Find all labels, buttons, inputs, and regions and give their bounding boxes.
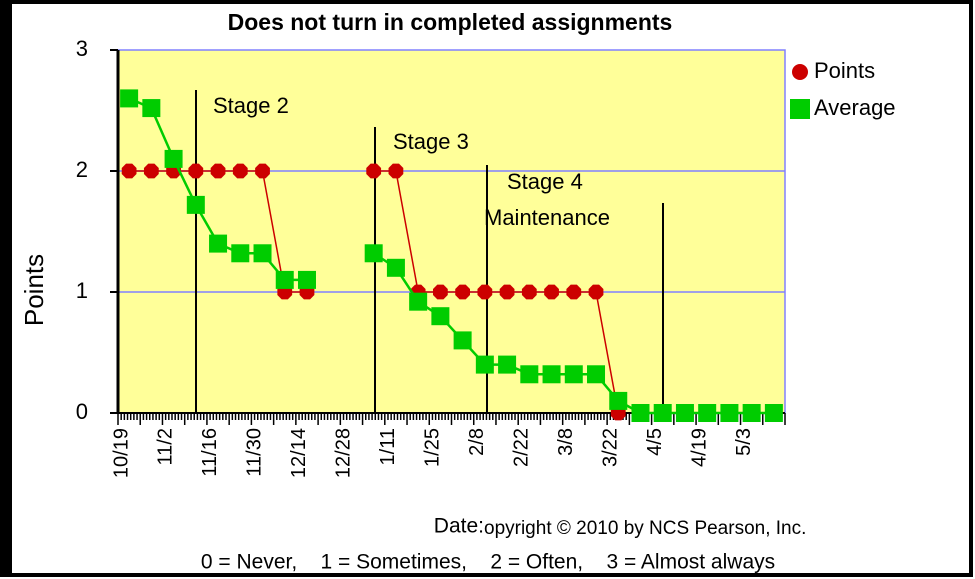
x-tick-label: 2/22 (510, 428, 532, 467)
point-marker (388, 163, 404, 179)
x-tick-label: 3/8 (555, 428, 577, 456)
point-marker (520, 365, 539, 384)
point-marker (588, 284, 604, 300)
x-axis-label: Date: (434, 515, 484, 538)
point-marker (188, 163, 204, 179)
annotation: Stage 4 (507, 169, 583, 194)
point-marker (143, 163, 159, 179)
point-marker (475, 355, 494, 374)
scale-note: 0 = Never, 1 = Sometimes, 2 = Often, 3 =… (201, 551, 775, 574)
x-tick-label: 11/16 (199, 428, 221, 477)
point-marker (764, 404, 783, 422)
point-marker (521, 284, 537, 300)
point-marker (609, 391, 628, 410)
x-tick-label: 10/19 (110, 428, 132, 478)
legend-marker (792, 64, 808, 80)
frame-edge (2, 2, 12, 577)
x-tick-label: 1/11 (377, 428, 399, 465)
point-marker (653, 404, 672, 422)
annotation: Stage 3 (393, 129, 469, 154)
x-tick-label: 11/30 (244, 428, 266, 477)
point-marker (564, 365, 583, 384)
point-marker (255, 163, 270, 179)
point-marker (477, 284, 493, 300)
point-marker (453, 331, 472, 350)
point-marker (231, 244, 250, 263)
point-marker (386, 258, 405, 277)
point-marker (542, 365, 561, 384)
point-marker (409, 292, 428, 311)
y-axis-label: Points (19, 254, 49, 326)
footnote: opyright © 2010 by NCS Pearson, Inc. (484, 518, 806, 539)
x-tick-label: 2/8 (466, 428, 488, 456)
point-marker (209, 234, 228, 253)
legend-label: Average (814, 95, 896, 120)
point-marker (431, 307, 450, 326)
point-marker (232, 163, 248, 179)
point-marker (720, 404, 739, 422)
x-tick-label: 12/28 (333, 428, 355, 478)
point-marker (631, 404, 650, 422)
point-marker (164, 149, 183, 168)
annotation: Maintenance (484, 205, 610, 230)
x-tick-label: 5/3 (733, 428, 755, 456)
x-tick-label: 4/19 (688, 428, 710, 467)
point-marker (587, 365, 606, 384)
point-marker (455, 284, 471, 300)
point-marker (698, 404, 717, 422)
x-tick-label: 3/22 (599, 428, 621, 467)
point-marker (297, 270, 316, 289)
point-marker (364, 244, 383, 263)
point-marker (275, 270, 294, 289)
point-marker (253, 244, 272, 263)
plot-area (117, 49, 786, 414)
point-marker (186, 195, 205, 214)
point-marker (366, 163, 382, 179)
annotation: Stage 2 (213, 93, 289, 118)
legend-marker (790, 99, 810, 119)
point-marker (498, 355, 517, 374)
point-marker (742, 404, 761, 422)
x-tick-label: 12/14 (288, 428, 310, 478)
chart-title: Does not turn in completed assignments (228, 9, 673, 35)
point-marker (121, 163, 137, 179)
y-tick-label: 3 (76, 36, 88, 61)
x-tick-label: 1/25 (422, 428, 444, 467)
point-marker (544, 284, 559, 300)
legend-label: Points (814, 58, 875, 83)
y-tick-label: 2 (76, 157, 88, 182)
point-marker (142, 99, 161, 118)
point-marker (675, 404, 694, 422)
x-tick-label: 4/5 (644, 428, 666, 456)
point-marker (120, 89, 139, 108)
x-tick-label: 11/2 (155, 428, 177, 465)
point-marker (499, 284, 515, 300)
point-marker (566, 284, 582, 300)
point-marker (432, 284, 448, 300)
y-tick-label: 0 (76, 399, 88, 424)
point-marker (210, 163, 226, 179)
y-tick-label: 1 (76, 278, 88, 303)
